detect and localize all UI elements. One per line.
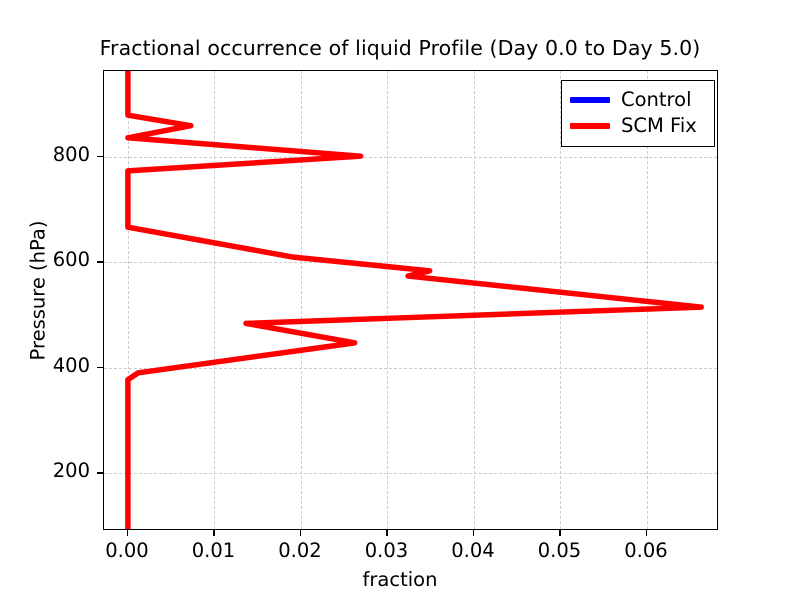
legend-label-control: Control [621,88,692,112]
gridline-horizontal [104,262,717,264]
x-axis-title: fraction [362,568,438,591]
y-tick [97,472,103,474]
gridline-vertical [127,71,129,529]
data-curves [125,71,704,529]
x-tick-label: 0.03 [364,539,409,562]
x-tick [299,530,302,536]
y-tick [97,155,103,157]
gridline-vertical [473,71,475,529]
legend-label-scm-fix: SCM Fix [621,114,697,138]
y-tick [97,261,103,263]
y-axis-title: Pressure (hPa) [26,220,50,361]
x-tick [559,530,561,536]
gridline-horizontal [104,156,717,158]
series-line [125,71,704,529]
x-tick-label: 0.04 [451,539,495,562]
x-tick-label: 0.06 [624,539,668,562]
x-tick-label: 0.05 [537,539,582,562]
legend-swatch-scm-fix [570,123,610,129]
y-tick-label: 400 [52,353,90,377]
x-tick-label: 0.00 [105,539,149,562]
y-tick [97,366,103,369]
x-tick [126,530,129,536]
legend: Control SCM Fix [561,80,715,147]
y-tick-label: 600 [52,248,90,272]
x-tick-label: 0.02 [278,539,322,562]
legend-item-control[interactable]: Control [570,87,706,113]
gridline-vertical [214,71,216,529]
gridline-horizontal [104,367,717,369]
x-tick [386,530,388,536]
gridline-vertical [560,71,562,529]
chart-title: Fractional occurrence of liquid Profile … [99,36,701,60]
plot-area [103,70,718,530]
gridline-horizontal [104,473,717,475]
x-tick-label: 0.01 [191,539,236,562]
x-tick [472,530,475,536]
y-tick-label: 800 [52,142,90,166]
legend-item-scm-fix[interactable]: SCM Fix [570,113,706,139]
y-tick-label: 200 [52,459,90,483]
legend-swatch-control [570,97,610,103]
gridline-vertical [387,71,389,529]
x-tick [213,530,215,536]
gridline-vertical [300,71,302,529]
x-tick [645,530,648,536]
